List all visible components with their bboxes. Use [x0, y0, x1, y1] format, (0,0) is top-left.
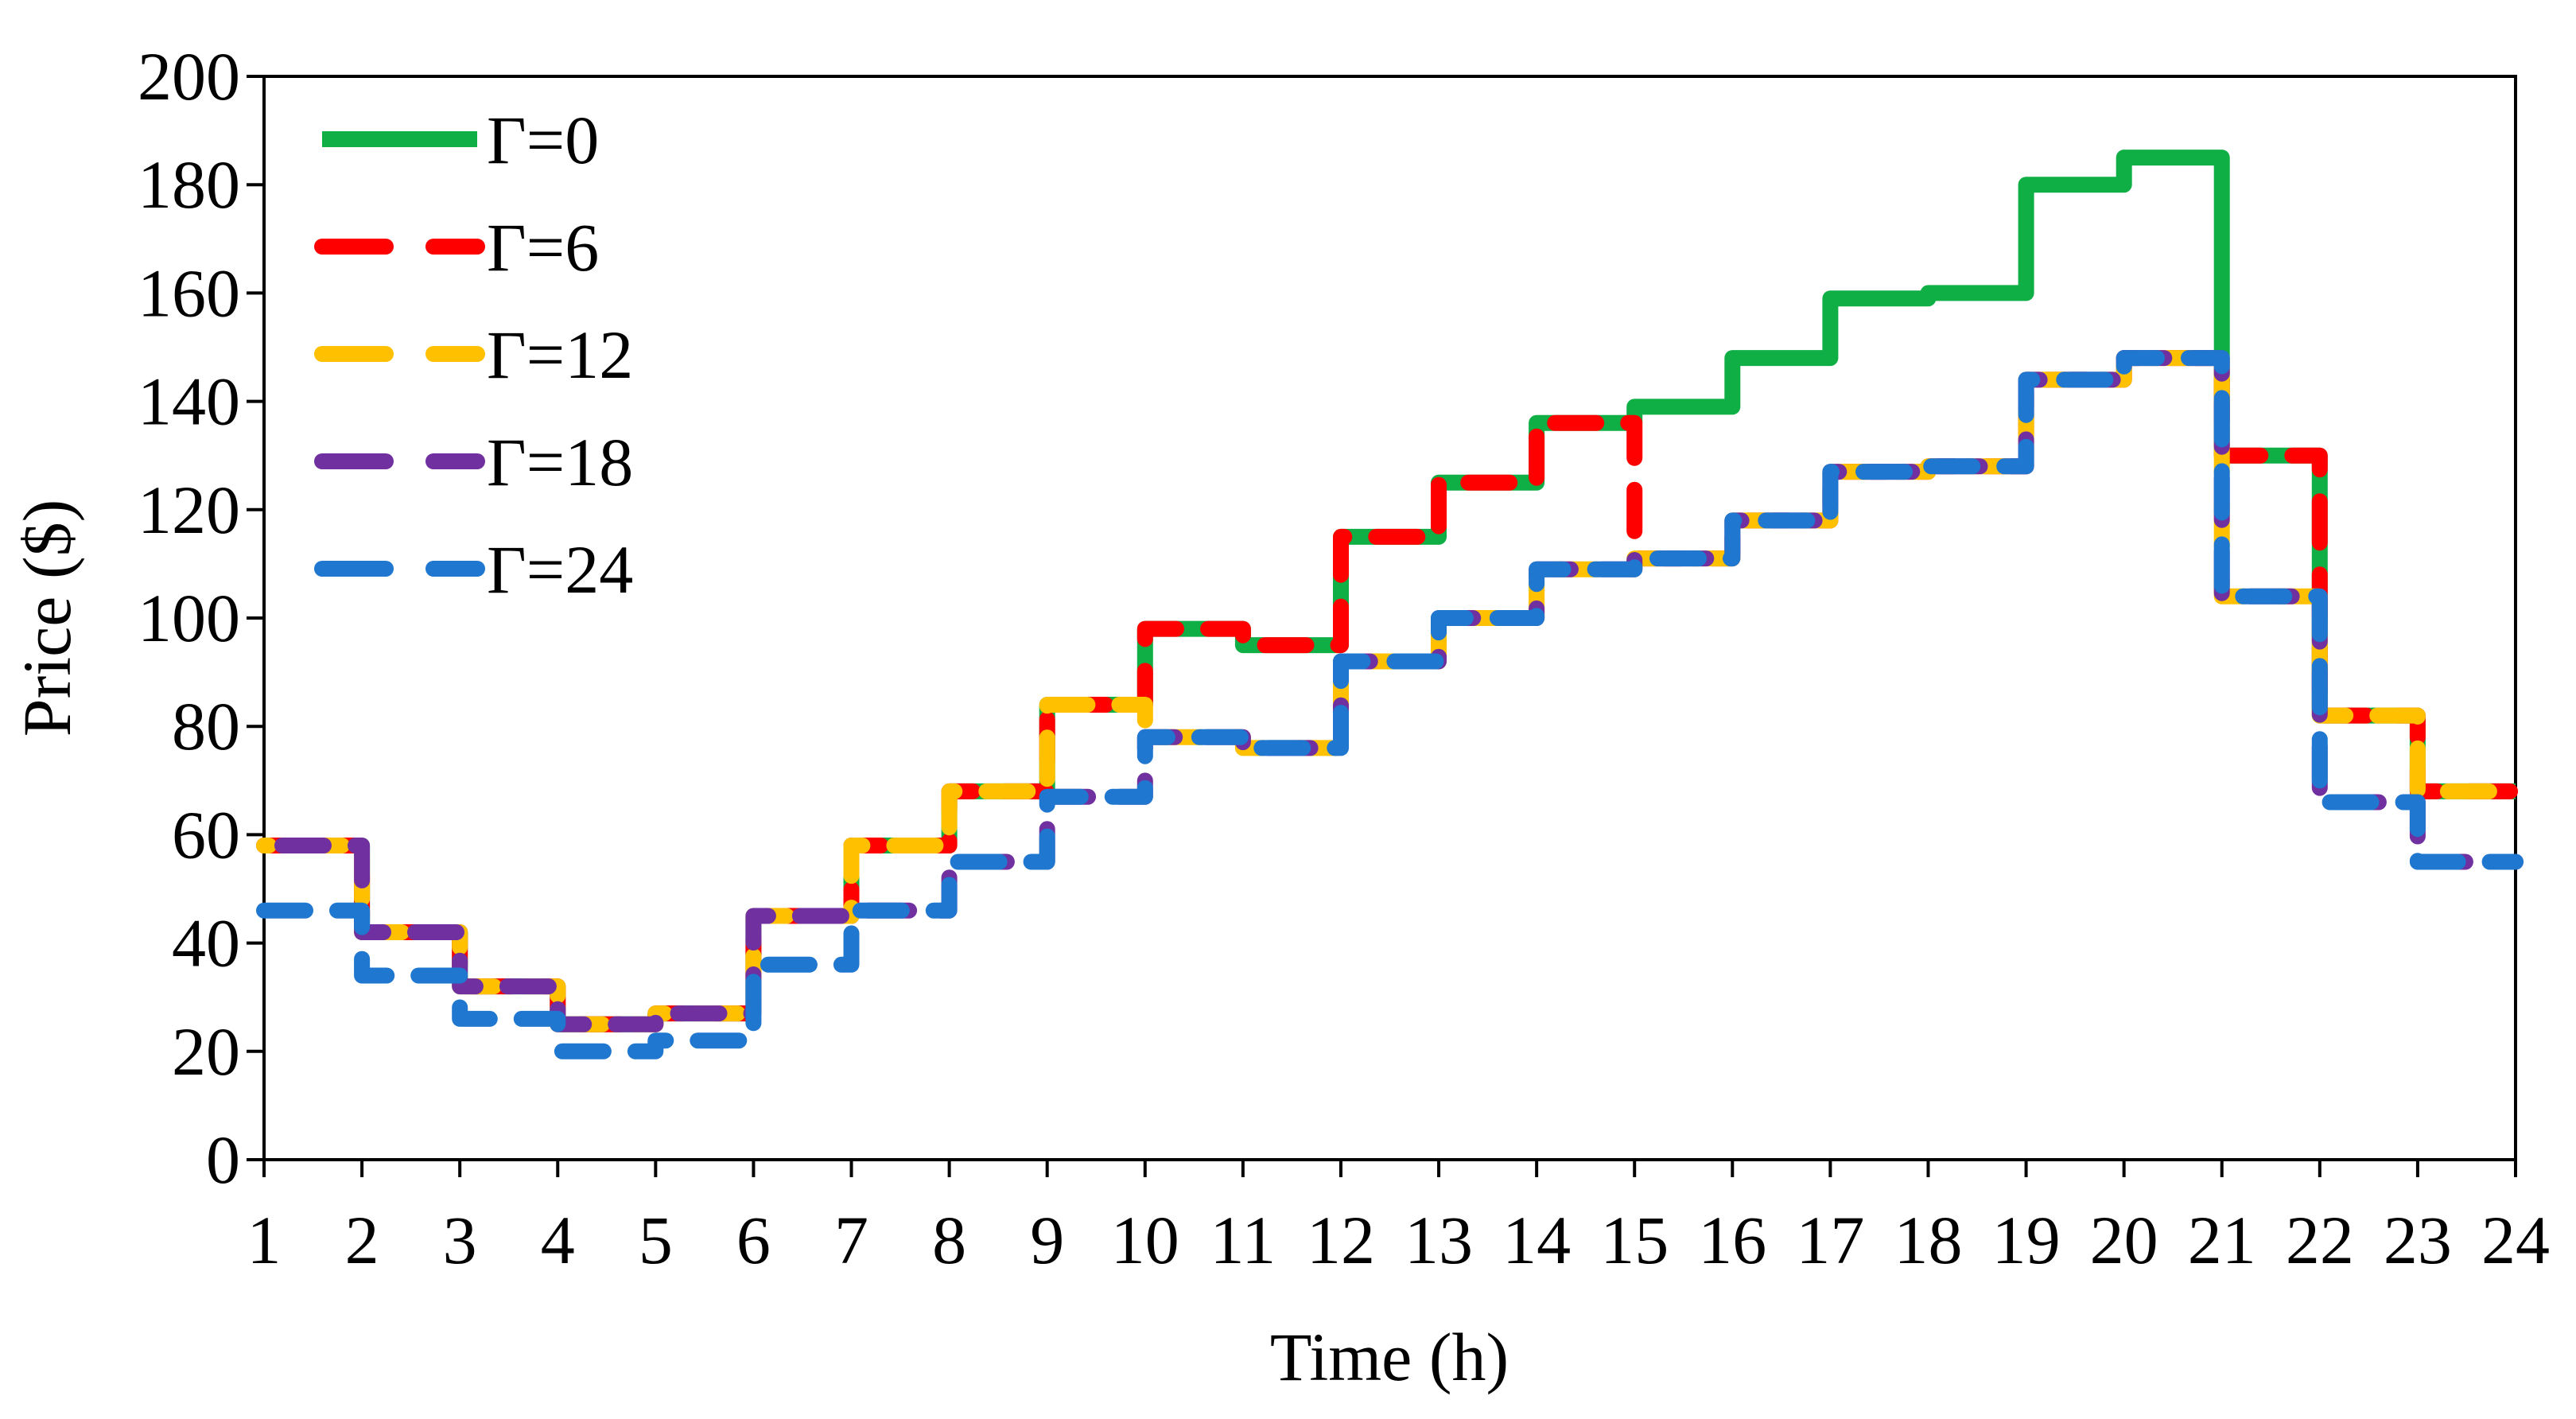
- x-tick-label: 11: [1210, 1202, 1276, 1278]
- series-line-3: [256, 350, 2524, 1032]
- y-tick-label: 180: [138, 146, 240, 223]
- x-tick-label: 10: [1111, 1202, 1179, 1278]
- x-tick-label: 9: [1030, 1202, 1064, 1278]
- plot-frame: [262, 75, 2517, 1161]
- x-tick-label: 7: [834, 1202, 868, 1278]
- y-tick-label: 80: [172, 688, 240, 764]
- y-tick-label: 160: [138, 255, 240, 331]
- legend-label-3: Γ=18: [487, 424, 633, 500]
- y-tick-label: 40: [172, 905, 240, 982]
- y-tick-label: 120: [138, 472, 240, 548]
- y-tick-label: 20: [172, 1013, 240, 1090]
- legend: Γ=0 Γ=6 Γ=12 Γ=18 Γ=24: [314, 102, 633, 608]
- x-tick-label: 17: [1796, 1202, 1864, 1278]
- x-tick-label: 23: [2384, 1202, 2452, 1278]
- x-tick-label: 20: [2090, 1202, 2158, 1278]
- x-tick-label: 2: [345, 1202, 379, 1278]
- x-tick-label: 19: [1992, 1202, 2061, 1278]
- series-layer: [256, 150, 2524, 1059]
- x-tick-label: 15: [1600, 1202, 1669, 1278]
- x-tick-label: 12: [1307, 1202, 1375, 1278]
- x-tick-label: 6: [736, 1202, 771, 1278]
- y-tick-label: 200: [138, 38, 240, 115]
- x-tick-label: 13: [1405, 1202, 1473, 1278]
- y-axis: 0 20 40 60 80 100 120 140 160 180 200: [138, 38, 264, 1198]
- legend-label-4: Γ=24: [487, 531, 633, 608]
- y-tick-label: 0: [206, 1122, 240, 1198]
- x-tick-label: 22: [2286, 1202, 2354, 1278]
- x-tick-label: 24: [2481, 1202, 2550, 1278]
- x-tick-label: 21: [2188, 1202, 2256, 1278]
- legend-label-1: Γ=6: [487, 209, 599, 286]
- y-tick-label: 60: [172, 796, 240, 873]
- legend-label-2: Γ=12: [487, 317, 633, 393]
- x-tick-label: 16: [1698, 1202, 1766, 1278]
- x-tick-label: 18: [1894, 1202, 1962, 1278]
- x-tick-label: 5: [639, 1202, 673, 1278]
- x-axis-title: Time (h): [1270, 1319, 1509, 1395]
- x-tick-label: 1: [247, 1202, 282, 1278]
- y-tick-label: 140: [138, 363, 240, 440]
- x-tick-label: 4: [541, 1202, 575, 1278]
- series-line-4: [256, 350, 2524, 1059]
- x-tick-label: 8: [932, 1202, 966, 1278]
- x-axis: 1 2 3 4 5 6 7 8 9 10 11 12 13 14 15 16 17 18 19 20 21 22 23 24: [247, 1160, 2550, 1278]
- x-tick-label: 14: [1502, 1202, 1571, 1278]
- y-tick-label: 100: [138, 580, 240, 656]
- legend-label-0: Γ=0: [487, 102, 599, 178]
- x-tick-label: 3: [443, 1202, 477, 1278]
- y-axis-title: Price ($): [9, 500, 85, 737]
